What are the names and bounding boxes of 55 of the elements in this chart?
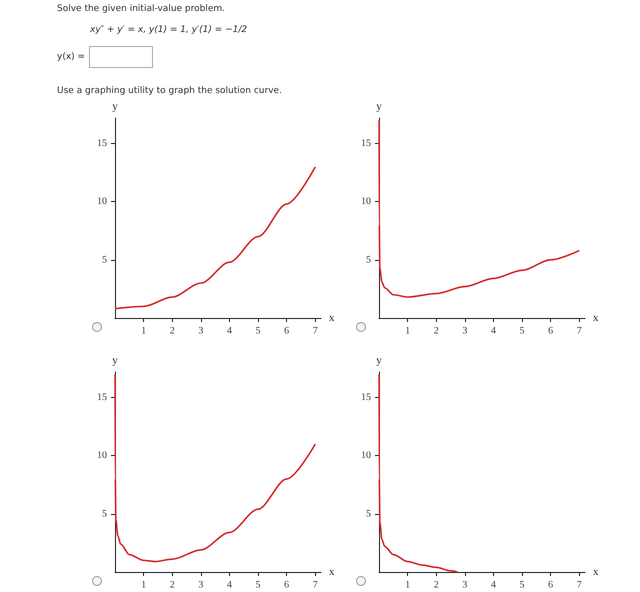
text: y(x) = [57,52,86,62]
y-axis-title: y [112,100,118,112]
x-tick-label: 7 [312,580,318,590]
x-tick-label: 6 [284,580,290,590]
x-tick-label: 1 [141,580,146,590]
x-tick-label: 4 [490,580,496,590]
x-tick-label: 3 [198,580,204,590]
x-tick-label: 1 [405,326,410,336]
y-axis-title: y [376,100,382,112]
y-axis-title: y [376,354,382,366]
text: xy″ + y′ = x, y(1) = 1, y′(1) = −1/2 [90,25,248,35]
x-tick-label: 2 [434,580,439,590]
x-tick-label: 5 [256,580,261,590]
line-series [378,120,580,298]
x-tick-label: 4 [226,326,232,336]
y-tick-label: 15 [361,392,371,404]
x-tick-label: 3 [462,580,468,590]
y-tick-label: 10 [97,450,107,462]
y-tick-label: 10 [97,196,107,208]
x-tick-label: 5 [520,326,525,336]
x-tick-label: 6 [284,326,290,336]
x-tick-label: 5 [256,326,261,336]
y-tick-label: 10 [361,450,371,462]
x-tick-label: 7 [576,326,582,336]
y-tick-label: 5 [366,508,371,520]
y-tick-label: 10 [361,196,371,208]
x-tick-label: 1 [405,580,410,590]
x-axis-title: x [593,312,599,324]
y-tick-label: 15 [97,392,107,404]
y-axis-title: y [112,354,118,366]
x-axis-title: x [593,566,599,578]
x-tick-label: 7 [312,326,318,336]
x-tick-label: 4 [226,580,232,590]
y-tick-label: 5 [102,254,107,266]
x-tick-label: 3 [198,326,204,336]
line-series [114,166,316,310]
x-axis-title: x [329,566,335,578]
x-tick-label: 2 [170,326,175,336]
x-axis-title: x [329,312,335,324]
x-tick-label: 2 [170,580,175,590]
x-tick-label: 5 [520,580,525,590]
x-tick-label: 4 [490,326,496,336]
x-tick-label: 2 [434,326,439,336]
text: Use a graphing utility to graph the solution curve. [57,86,282,96]
y-tick-label: 15 [97,138,107,150]
line-series [114,374,316,562]
x-tick-label: 3 [462,326,468,336]
x-tick-label: 1 [141,326,146,336]
text: Solve the given initial-value problem. [57,4,226,14]
x-tick-label: 7 [576,580,582,590]
x-tick-label: 6 [548,326,554,336]
y-tick-label: 15 [361,138,371,150]
y-tick-label: 5 [366,254,371,266]
y-tick-label: 5 [102,508,107,520]
x-tick-label: 6 [548,580,554,590]
